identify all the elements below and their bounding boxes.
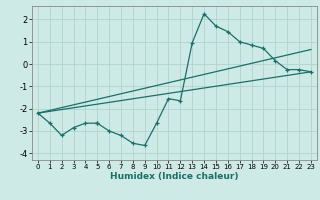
X-axis label: Humidex (Indice chaleur): Humidex (Indice chaleur) xyxy=(110,172,239,181)
